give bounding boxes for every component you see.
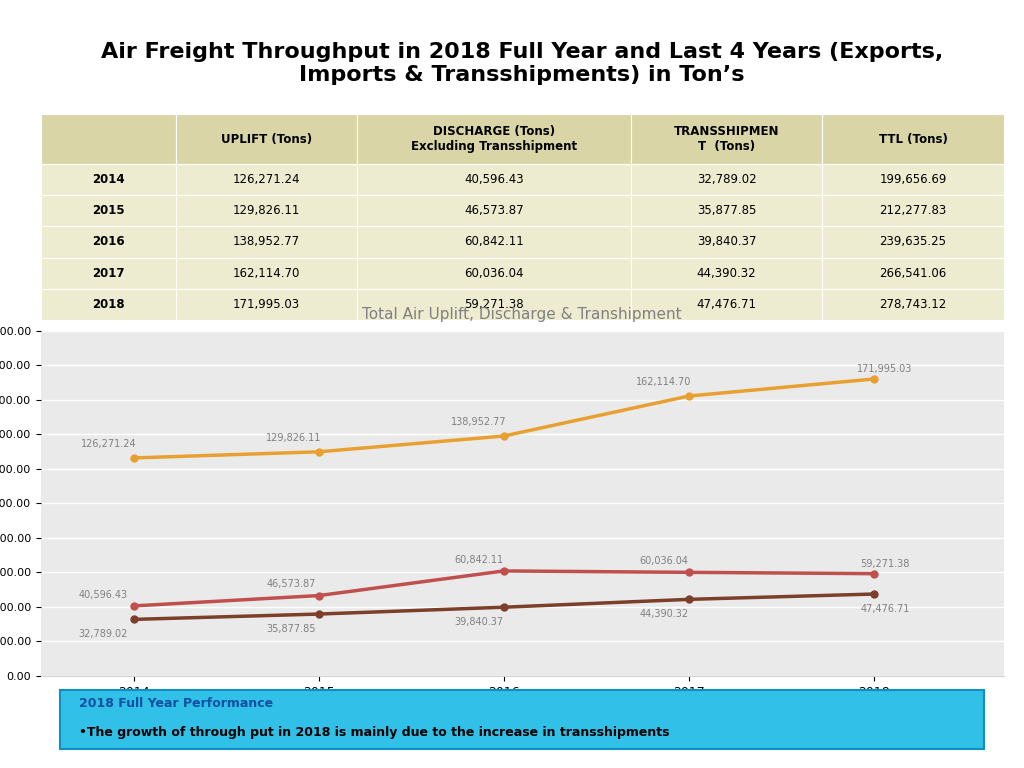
FancyBboxPatch shape [822,195,1004,227]
FancyBboxPatch shape [41,227,175,257]
DISCHARGE (Tons) Excluding Transshipment [867,569,880,578]
FancyBboxPatch shape [822,257,1004,289]
TRANSSHIPMENT  (Tons) [867,589,880,598]
Text: Air Freight Throughput in 2018 Full Year and Last 4 Years (Exports,
Imports & Tr: Air Freight Throughput in 2018 Full Year… [101,42,943,85]
Line: TRANSSHIPMENT  (Tons): TRANSSHIPMENT (Tons) [130,591,878,623]
FancyBboxPatch shape [631,227,822,257]
Line: UPLIFT (Tons): UPLIFT (Tons) [130,376,878,462]
Text: 44,390.32: 44,390.32 [639,610,688,620]
Text: 129,826.11: 129,826.11 [266,432,322,442]
Text: 46,573.87: 46,573.87 [266,579,315,589]
FancyBboxPatch shape [631,257,822,289]
UPLIFT (Tons) [127,453,139,462]
DISCHARGE (Tons) Excluding Transshipment [312,591,325,601]
Text: 171,995.03: 171,995.03 [232,298,300,311]
Legend: UPLIFT (Tons), DISCHARGE (Tons) Excluding Transshipment, TRANSSHIPMENT  (Tons): UPLIFT (Tons), DISCHARGE (Tons) Excludin… [205,723,840,746]
Text: 60,036.04: 60,036.04 [639,556,688,566]
FancyBboxPatch shape [822,289,1004,320]
Text: TRANSSHIPMEN
T  (Tons): TRANSSHIPMEN T (Tons) [674,125,779,153]
FancyBboxPatch shape [175,257,356,289]
UPLIFT (Tons) [683,392,695,401]
Text: DISCHARGE (Tons)
Excluding Transshipment: DISCHARGE (Tons) Excluding Transshipment [411,125,577,153]
Text: 40,596.43: 40,596.43 [79,590,128,600]
FancyBboxPatch shape [356,114,631,164]
TRANSSHIPMENT  (Tons) [498,603,510,612]
Text: 47,476.71: 47,476.71 [696,298,757,311]
Line: DISCHARGE (Tons) Excluding Transshipment: DISCHARGE (Tons) Excluding Transshipment [130,568,878,609]
Text: 138,952.77: 138,952.77 [232,236,300,248]
Text: •The growth of through put in 2018 is mainly due to the increase in transshipmen: •The growth of through put in 2018 is ma… [80,727,670,740]
FancyBboxPatch shape [631,289,822,320]
FancyBboxPatch shape [631,164,822,195]
Text: UPLIFT (Tons): UPLIFT (Tons) [220,133,311,146]
Text: 212,277.83: 212,277.83 [880,204,946,217]
Text: 46,573.87: 46,573.87 [464,204,523,217]
TRANSSHIPMENT  (Tons) [683,594,695,604]
FancyBboxPatch shape [356,227,631,257]
Text: 2014: 2014 [92,173,125,186]
TRANSSHIPMENT  (Tons) [127,615,139,624]
Text: 2016: 2016 [92,236,125,248]
TRANSSHIPMENT  (Tons) [312,610,325,619]
UPLIFT (Tons) [867,374,880,383]
FancyBboxPatch shape [356,257,631,289]
Text: 138,952.77: 138,952.77 [451,417,507,427]
Text: 39,840.37: 39,840.37 [697,236,757,248]
Text: 59,271.38: 59,271.38 [464,298,523,311]
DISCHARGE (Tons) Excluding Transshipment [683,568,695,577]
FancyBboxPatch shape [822,114,1004,164]
DISCHARGE (Tons) Excluding Transshipment [127,601,139,611]
Text: 239,635.25: 239,635.25 [880,236,946,248]
Text: 32,789.02: 32,789.02 [697,173,757,186]
FancyBboxPatch shape [175,195,356,227]
Text: 2017: 2017 [92,266,125,280]
FancyBboxPatch shape [41,114,175,164]
FancyBboxPatch shape [175,114,356,164]
FancyBboxPatch shape [631,114,822,164]
Text: 40,596.43: 40,596.43 [464,173,523,186]
Text: 126,271.24: 126,271.24 [81,439,136,449]
Text: 60,842.11: 60,842.11 [464,236,523,248]
FancyBboxPatch shape [41,195,175,227]
Text: 32,789.02: 32,789.02 [78,630,128,640]
FancyBboxPatch shape [356,289,631,320]
Text: 129,826.11: 129,826.11 [232,204,300,217]
Text: 39,840.37: 39,840.37 [455,617,503,627]
Text: 35,877.85: 35,877.85 [266,624,315,634]
Text: 60,036.04: 60,036.04 [464,266,523,280]
Text: 60,842.11: 60,842.11 [455,554,503,564]
UPLIFT (Tons) [498,432,510,441]
Text: 266,541.06: 266,541.06 [880,266,946,280]
Text: 47,476.71: 47,476.71 [860,604,909,614]
FancyBboxPatch shape [822,227,1004,257]
FancyBboxPatch shape [356,164,631,195]
Text: 2018: 2018 [92,298,125,311]
FancyBboxPatch shape [60,690,984,750]
DISCHARGE (Tons) Excluding Transshipment [498,566,510,575]
Text: 2015: 2015 [92,204,125,217]
Text: 199,656.69: 199,656.69 [880,173,946,186]
Text: 59,271.38: 59,271.38 [860,558,909,569]
FancyBboxPatch shape [175,227,356,257]
UPLIFT (Tons) [312,447,325,456]
Text: 126,271.24: 126,271.24 [232,173,300,186]
FancyBboxPatch shape [41,164,175,195]
Text: 162,114.70: 162,114.70 [232,266,300,280]
Text: 278,743.12: 278,743.12 [880,298,946,311]
Title: Total Air Uplift, Discharge & Transhipment: Total Air Uplift, Discharge & Transhipme… [362,307,682,323]
FancyBboxPatch shape [631,195,822,227]
Text: 2018 Full Year Performance: 2018 Full Year Performance [80,697,273,710]
FancyBboxPatch shape [175,289,356,320]
FancyBboxPatch shape [822,164,1004,195]
FancyBboxPatch shape [41,257,175,289]
Text: 35,877.85: 35,877.85 [697,204,757,217]
Text: 162,114.70: 162,114.70 [636,377,691,387]
FancyBboxPatch shape [41,289,175,320]
Text: TTL (Tons): TTL (Tons) [879,133,947,146]
FancyBboxPatch shape [175,164,356,195]
Text: 171,995.03: 171,995.03 [857,364,912,374]
FancyBboxPatch shape [356,195,631,227]
Text: 44,390.32: 44,390.32 [697,266,757,280]
